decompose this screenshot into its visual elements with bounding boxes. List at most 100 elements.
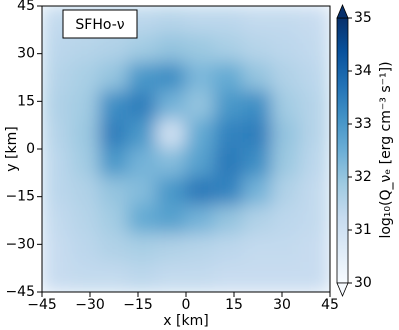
heat-cell [42,62,72,93]
heat-cell [271,33,303,65]
heat-cell [98,62,130,93]
y-tick-label: 45 [17,0,35,14]
heat-cell [213,176,245,208]
heat-cell [300,205,330,236]
heat-cell [127,262,159,292]
y-tick-label: −30 [5,236,35,252]
heat-cell [242,90,274,122]
heat-cell [242,148,274,179]
heat-cell [213,205,245,236]
heat-cell [42,148,72,179]
heat-cell [42,33,72,65]
x-tick-label: 0 [182,297,191,313]
heat-cell [271,90,303,122]
heat-cell [271,262,303,292]
heat-cell [242,176,274,208]
heat-cell [127,33,159,65]
colorbar-arrow [336,3,349,19]
heat-cell [185,233,216,265]
heat-cell [98,119,130,150]
heat-cell [185,33,216,65]
x-tick-label: 15 [225,297,243,313]
annotation-box [62,9,138,39]
heat-cell [127,148,159,179]
heat-cell [127,176,159,208]
x-tick-label: 30 [273,297,291,313]
heat-cell [98,148,130,179]
x-tick-label: −15 [123,297,153,313]
heat-cell [156,6,187,36]
colorbar-tick-label: 31 [354,222,372,238]
colorbar [336,17,349,284]
heat-cell [300,90,330,122]
heat-cell [242,33,274,65]
heat-cell [213,148,245,179]
heat-cell [242,262,274,292]
heat-cell [271,176,303,208]
heat-cell [69,176,101,208]
heat-cell [213,62,245,93]
heat-cell [271,6,303,36]
y-tick-label: −15 [5,189,35,205]
heat-cell [300,119,330,150]
heat-cell [127,233,159,265]
heat-cell [127,90,159,122]
heat-cell [156,33,187,65]
heat-cell [69,205,101,236]
heat-cell [69,148,101,179]
heat-cell [242,119,274,150]
y-tick-label: −45 [5,284,35,300]
heat-cell [185,205,216,236]
y-axis-label: y [km] [4,126,20,171]
heat-cell [42,233,72,265]
heat-cell [127,119,159,150]
heat-cell [42,262,72,292]
annotation: SFHo-ν [75,17,124,33]
heat-cell [242,233,274,265]
heat-cell [69,62,101,93]
heat-cell [242,6,274,36]
heat-cell [69,262,101,292]
heatmap-cells [42,6,330,292]
heat-cell [213,33,245,65]
heat-cell [185,90,216,122]
heat-cell [42,90,72,122]
heat-cell [69,233,101,265]
heat-cell [213,6,245,36]
heat-cell [300,262,330,292]
heat-cell [127,205,159,236]
heat-cell [98,176,130,208]
heatmap [42,6,330,292]
heat-cell [271,233,303,265]
heat-cell [98,233,130,265]
heat-cell [271,148,303,179]
x-tick-label: −30 [75,297,105,313]
heat-cell [42,119,72,150]
colorbar-tick-label: 34 [354,63,372,79]
y-tick-label: 0 [26,141,35,157]
heat-cell [98,90,130,122]
colorbar-tick-label: 30 [354,275,372,291]
heat-cell [156,119,187,150]
heat-cell [185,262,216,292]
heat-cell [42,205,72,236]
heat-cell [42,176,72,208]
heat-cell [271,62,303,93]
heat-cell [213,233,245,265]
heat-cell [156,233,187,265]
heat-cell [185,176,216,208]
heat-cell [156,62,187,93]
heat-cell [300,148,330,179]
heat-cell [156,262,187,292]
heat-cell [271,119,303,150]
heat-cell [300,176,330,208]
heat-cell [185,119,216,150]
colorbar-tick-label: 33 [354,116,372,132]
heat-cell [69,119,101,150]
heat-cell [69,33,101,65]
heat-cell [69,90,101,122]
heat-cell [156,176,187,208]
heat-cell [185,62,216,93]
heat-cell [213,119,245,150]
